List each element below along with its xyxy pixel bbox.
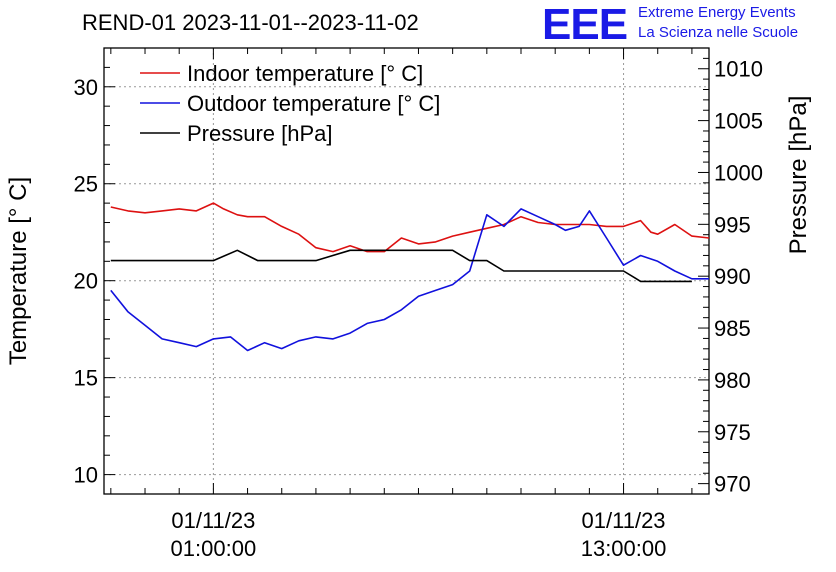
org-name-line2: La Scienza nelle Scuole	[638, 24, 799, 41]
eee-logo: EEE	[542, 0, 628, 49]
y-tick-label: 20	[74, 269, 98, 294]
y2-tick-label: 990	[714, 264, 751, 289]
plot-frame	[103, 47, 710, 495]
y2-tick-label: 995	[714, 212, 751, 237]
y-axis-label: Temperature [° C]	[5, 177, 32, 365]
y2-tick-label: 975	[714, 420, 751, 445]
y2-axis-label: Pressure [hPa]	[785, 96, 812, 255]
series-line-0	[110, 202, 710, 253]
x-tick-label-date: 01/11/23	[582, 508, 666, 533]
y2-tick-label: 980	[714, 368, 751, 393]
x-tick-label-time: 13:00:00	[581, 536, 667, 561]
series-line-2	[110, 249, 692, 283]
legend-label-0: Indoor temperature [° C]	[187, 61, 423, 86]
y2-tick-label: 1005	[714, 109, 763, 134]
y-tick-label: 25	[74, 172, 98, 197]
y2-tick-label: 970	[714, 472, 751, 497]
chart-title: REND-01 2023-11-01--2023-11-02	[82, 10, 419, 35]
y-tick-label: 30	[74, 75, 98, 100]
y2-tick-label: 1010	[714, 57, 763, 82]
y2-tick-label: 985	[714, 316, 751, 341]
legend-label-1: Outdoor temperature [° C]	[187, 91, 440, 116]
y2-tick-label: 1000	[714, 160, 763, 185]
x-tick-label-date: 01/11/23	[171, 508, 255, 533]
legend-label-2: Pressure [hPa]	[187, 121, 333, 146]
y-tick-label: 15	[74, 366, 98, 391]
y-tick-label: 10	[74, 463, 98, 488]
org-name-line1: Extreme Energy Events	[638, 4, 796, 21]
x-tick-label-time: 01:00:00	[171, 536, 257, 561]
series-line-1	[110, 208, 709, 352]
